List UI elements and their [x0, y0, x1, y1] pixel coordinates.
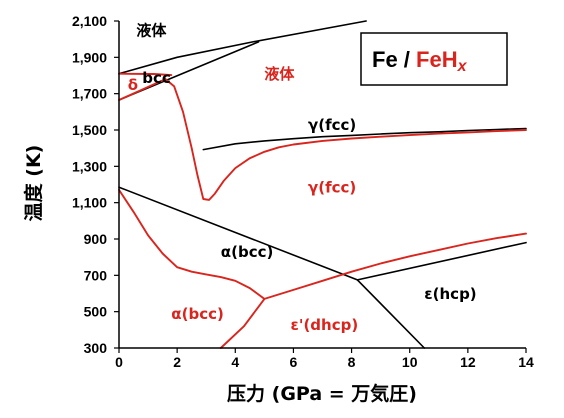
y-tick-label: 500: [84, 304, 108, 320]
y-tick-label: 700: [84, 267, 108, 283]
y-axis-title: 温度 (K): [22, 145, 45, 222]
y-tick-label: 1,100: [72, 195, 107, 211]
y-tick-label: 1,500: [72, 122, 107, 138]
phase-label-fe-4: γ(fcc): [308, 116, 356, 134]
y-tick-label: 2,100: [72, 13, 107, 29]
x-axis-title: 压力 (GPa = 万気圧): [227, 382, 417, 405]
x-tick-label: 10: [402, 354, 418, 370]
phase-boundary-fe-3: [202, 127, 527, 151]
phase-label-feh-7: α(bcc): [171, 305, 224, 323]
legend-feh-subscript: x: [457, 58, 468, 75]
tick-labels: 0 2 4 6 8 10 12 14 300 500 700 900 1,100 1,300 1,500 1,…: [72, 13, 534, 370]
phase-boundary-fe-5: [356, 279, 426, 349]
y-tick-label: 1,900: [72, 49, 107, 65]
phase-boundary-feh-6: [118, 72, 173, 77]
phase-boundary-lines: [118, 20, 527, 349]
phase-boundary-feh-7: [118, 78, 167, 101]
legend-fe-label: Fe /: [372, 47, 416, 72]
phase-boundary-feh-11: [263, 232, 527, 300]
phase-boundary-feh-8: [164, 78, 527, 201]
y-tick-label: 900: [84, 231, 108, 247]
phase-label-feh-2: δ: [128, 76, 138, 94]
phase-label-fe-6: α(bcc): [221, 243, 274, 261]
x-tick-label: 6: [290, 354, 298, 370]
phase-boundary-fe-4: [356, 241, 527, 281]
phase-label-feh-5: γ(fcc): [308, 179, 356, 197]
phase-boundary-feh-9: [118, 188, 266, 300]
axes: [114, 20, 527, 353]
phase-label-feh-9: ε'(dhcp): [291, 316, 359, 334]
phase-label-fe-8: ε(hcp): [424, 285, 476, 303]
x-tick-label: 8: [348, 354, 356, 370]
x-tick-label: 0: [115, 354, 123, 370]
y-tick-label: 300: [84, 340, 108, 356]
phase-label-feh-3: 液体: [264, 65, 295, 83]
legend-box: Fe / FeHx: [360, 32, 508, 86]
legend-feh-label: FeH: [416, 47, 458, 72]
y-tick-label: 1,700: [72, 86, 107, 102]
legend-label: Fe / FeHx: [372, 47, 468, 75]
y-tick-label: 1,300: [72, 158, 107, 174]
legend-frame: [360, 32, 508, 86]
phase-label-fe-1: bcc: [142, 69, 171, 87]
x-tick-label: 4: [231, 354, 239, 370]
x-tick-label: 12: [460, 354, 476, 370]
phase-boundary-feh-10: [219, 297, 266, 349]
phase-boundary-fe-0: [118, 20, 367, 75]
phase-label-fe-0: 液体: [136, 22, 167, 40]
phase-boundary-fe-2: [118, 186, 359, 281]
x-tick-label: 2: [173, 354, 181, 370]
x-tick-label: 14: [518, 354, 534, 370]
